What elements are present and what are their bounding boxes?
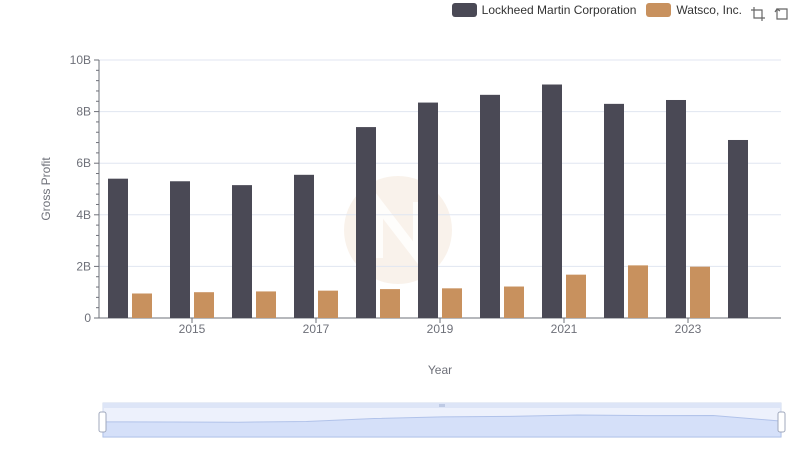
y-tick-label: 8B [76,105,91,119]
x-tick-label: 2021 [551,322,578,336]
x-tick-label: 2017 [303,322,330,336]
legend-item-lockheed[interactable]: Lockheed Martin Corporation [451,3,637,17]
x-axis-title: Year [428,363,452,377]
y-tick-label: 6B [76,156,91,170]
bar-watsco-2017[interactable] [318,290,338,318]
x-tick-label: 2019 [427,322,454,336]
bar-watsco-2016[interactable] [256,291,276,318]
y-tick-label: 0 [84,311,91,325]
data-zoom-selection[interactable] [103,408,781,437]
data-zoom-preview [102,414,782,438]
legend: Lockheed Martin Corporation Watsco, Inc. [451,3,742,17]
x-tick-label: 2023 [675,322,702,336]
bar-lockheed-2015[interactable] [170,181,190,318]
data-zoom-slider[interactable] [98,402,786,438]
bar-watsco-2022[interactable] [628,265,648,318]
bar-watsco-2018[interactable] [380,289,400,318]
bar-lockheed-2014[interactable] [108,178,128,318]
bar-lockheed-2018[interactable] [356,127,376,318]
x-tick-label: 2015 [179,322,206,336]
bar-lockheed-2019[interactable] [418,102,438,318]
bars [108,84,748,319]
bar-lockheed-2024[interactable] [728,139,748,318]
legend-label-lockheed: Lockheed Martin Corporation [481,3,637,17]
bar-lockheed-2017[interactable] [294,174,314,318]
legend-label-watsco: Watsco, Inc. [676,3,742,17]
restore-icon[interactable] [774,6,790,22]
bar-watsco-2020[interactable] [504,286,524,318]
zoom-icon[interactable] [750,6,766,22]
y-axis: 0 2B 4B 6B 8B 10B [70,53,100,325]
y-tick-label: 4B [76,208,91,222]
legend-swatch-watsco [646,3,672,17]
data-zoom-left-handle[interactable] [98,411,107,433]
data-zoom-grip-icon[interactable] [439,404,445,407]
bar-watsco-2015[interactable] [194,292,214,318]
bar-watsco-2023[interactable] [690,266,710,318]
y-tick-label: 2B [76,259,91,273]
bar-watsco-2014[interactable] [132,293,152,318]
bar-lockheed-2020[interactable] [480,94,500,318]
y-axis-title: Gross Profit [39,157,53,221]
x-axis: 2015 2017 2019 2021 2023 [99,317,781,336]
bar-watsco-2019[interactable] [442,288,462,318]
data-zoom-right-handle[interactable] [777,411,786,433]
y-tick-label: 10B [70,53,91,67]
bar-lockheed-2021[interactable] [542,84,562,318]
bar-lockheed-2016[interactable] [232,185,252,318]
legend-swatch-lockheed [451,3,477,17]
legend-item-watsco[interactable]: Watsco, Inc. [646,3,742,17]
toolbox [750,6,790,22]
bar-lockheed-2022[interactable] [604,103,624,318]
bar-watsco-2021[interactable] [566,274,586,318]
bar-lockheed-2023[interactable] [666,99,686,319]
